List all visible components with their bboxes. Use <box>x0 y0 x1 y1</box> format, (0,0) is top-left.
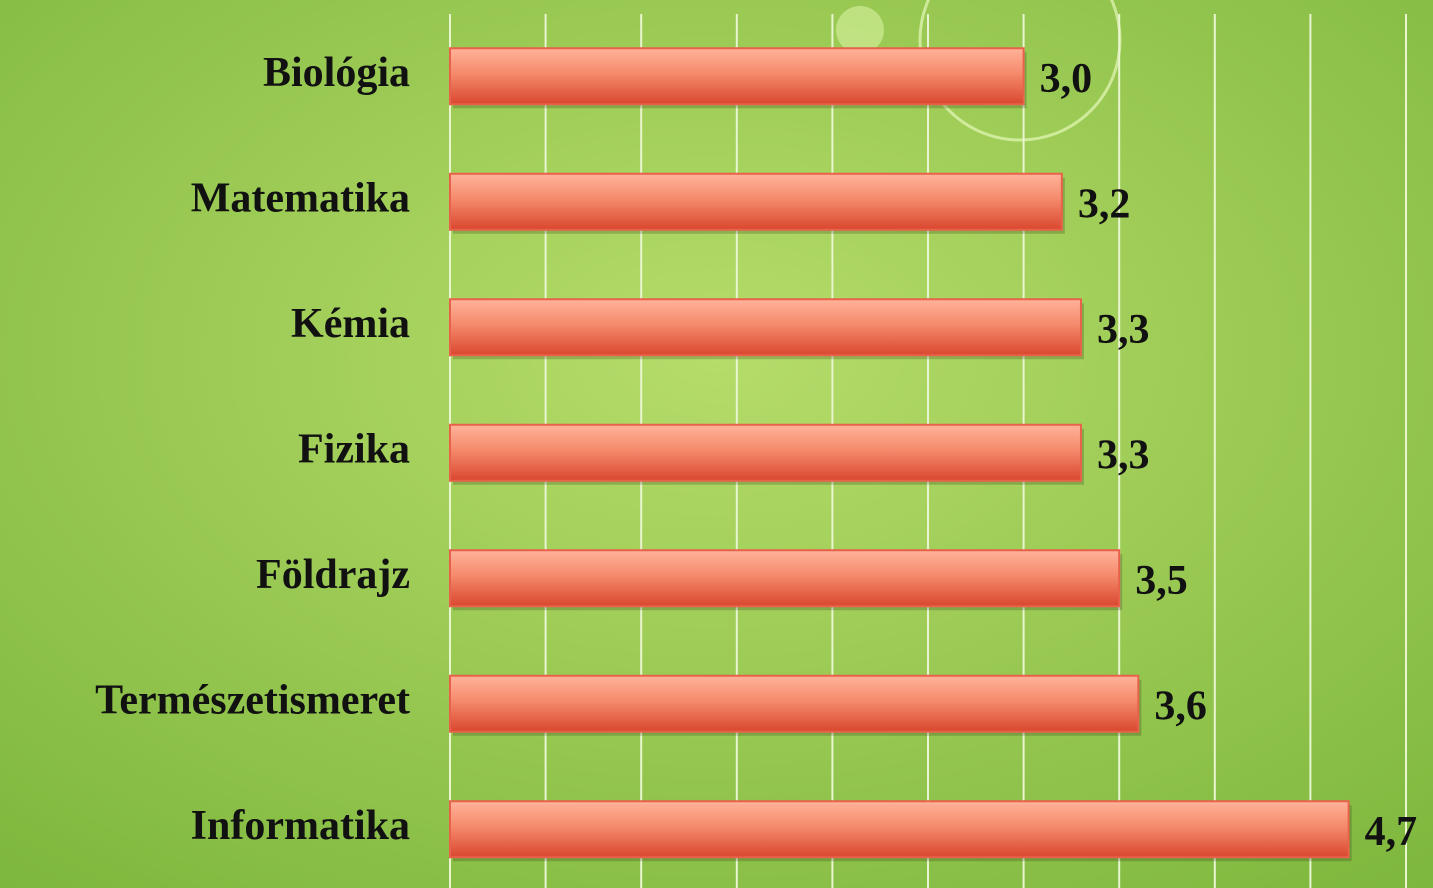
value-label: 3,3 <box>1097 432 1150 478</box>
bar <box>450 299 1081 355</box>
category-label: Informatika <box>191 803 410 849</box>
category-label: Földrajz <box>256 552 410 598</box>
value-label: 3,5 <box>1135 558 1188 604</box>
category-label: Kémia <box>291 301 410 347</box>
category-label: Természetismeret <box>95 677 410 723</box>
value-label: 3,3 <box>1097 307 1150 353</box>
decoration <box>836 6 884 54</box>
bar <box>450 425 1081 481</box>
value-label: 3,6 <box>1154 683 1207 729</box>
value-label: 3,2 <box>1078 181 1131 227</box>
value-label: 3,0 <box>1040 56 1093 102</box>
bar <box>450 676 1138 732</box>
bar <box>450 48 1024 104</box>
category-label: Biológia <box>263 50 410 96</box>
bar <box>450 801 1349 857</box>
bar <box>450 550 1119 606</box>
category-label: Fizika <box>298 426 410 472</box>
bar <box>450 174 1062 230</box>
value-label: 4,7 <box>1365 809 1418 855</box>
chart: Biológia 3,0 Matematika 3,2 Kémia 3,3 Fizika 3,… <box>0 0 1433 888</box>
page: Biológia 3,0 Matematika 3,2 Kémia 3,3 Fizika 3,… <box>0 0 1433 888</box>
category-label: Matematika <box>191 175 410 221</box>
